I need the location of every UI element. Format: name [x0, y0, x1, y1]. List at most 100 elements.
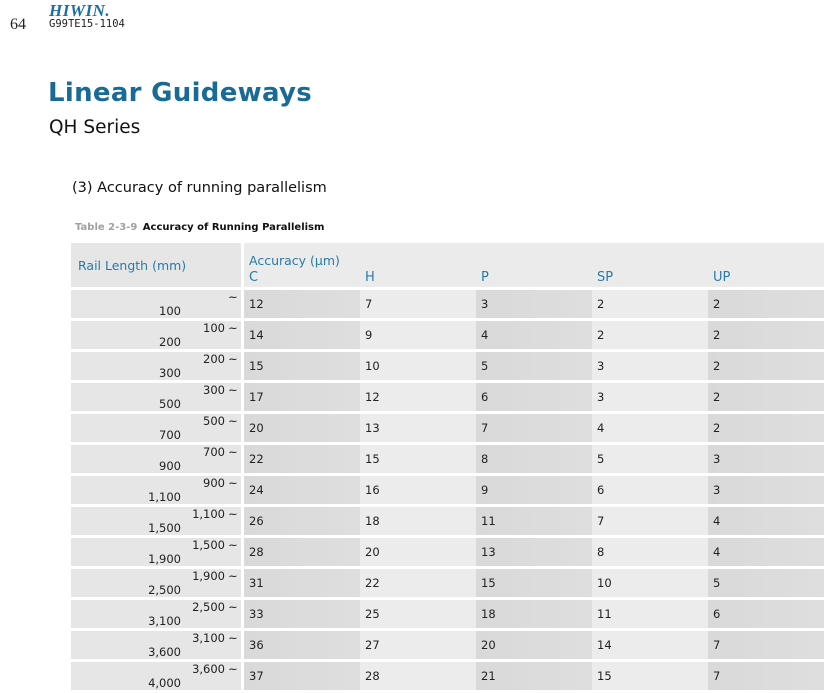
range-to: 1,900	[148, 552, 181, 566]
accuracy-cell-c: 31	[244, 569, 360, 600]
table-row: 1,500 ~1,900 28 20 13 8 4	[71, 538, 824, 569]
rail-length-cell: 900 ~1,100	[71, 476, 244, 507]
accuracy-cell-p: 5	[476, 352, 592, 383]
accuracy-cell-sp: 5	[592, 445, 708, 476]
accuracy-cell-h: 22	[360, 569, 476, 600]
range-from: 1,900	[192, 569, 225, 583]
accuracy-cell-sp: 6	[592, 476, 708, 507]
table-body: ~100 12 7 3 2 2 100 ~200 14 9 4 2 2 200 ~300 15 10 5 3 2 300…	[71, 290, 824, 693]
accuracy-cell-h: 13	[360, 414, 476, 445]
range-from: 2,500	[192, 600, 225, 614]
range-to: 2,500	[148, 583, 181, 597]
accuracy-cell-h: 16	[360, 476, 476, 507]
accuracy-cell-sp: 14	[592, 631, 708, 662]
range-from: 3,600	[192, 662, 225, 676]
accuracy-cell-up: 4	[708, 507, 824, 538]
accuracy-cell-h: 28	[360, 662, 476, 693]
table-row: 200 ~300 15 10 5 3 2	[71, 352, 824, 383]
rail-length-cell: 500 ~700	[71, 414, 244, 445]
accuracy-cell-up: 2	[708, 290, 824, 321]
table-row: 1,900 ~2,500 31 22 15 10 5	[71, 569, 824, 600]
accuracy-cell-h: 10	[360, 352, 476, 383]
accuracy-cell-p: 11	[476, 507, 592, 538]
table-row: 3,100 ~3,600 36 27 20 14 7	[71, 631, 824, 662]
accuracy-cell-sp: 8	[592, 538, 708, 569]
range-separator: ~	[228, 383, 238, 397]
table-row: 900 ~1,100 24 16 9 6 3	[71, 476, 824, 507]
range-separator: ~	[228, 631, 238, 645]
accuracy-cell-h: 15	[360, 445, 476, 476]
accuracy-cell-sp: 2	[592, 290, 708, 321]
rail-length-cell: 1,100 ~1,500	[71, 507, 244, 538]
range-from: 300	[203, 383, 225, 397]
range-separator: ~	[228, 662, 238, 676]
accuracy-cell-p: 4	[476, 321, 592, 352]
rail-length-cell: ~100	[71, 290, 244, 321]
range-separator: ~	[228, 600, 238, 614]
accuracy-cell-sp: 3	[592, 352, 708, 383]
accuracy-cell-c: 24	[244, 476, 360, 507]
accuracy-cell-up: 6	[708, 600, 824, 631]
table-row: 700 ~900 22 15 8 5 3	[71, 445, 824, 476]
accuracy-cell-p: 9	[476, 476, 592, 507]
accuracy-cell-sp: 3	[592, 383, 708, 414]
range-to: 4,000	[148, 676, 181, 690]
accuracy-cell-up: 4	[708, 538, 824, 569]
accuracy-cell-h: 7	[360, 290, 476, 321]
accuracy-cell-h: 25	[360, 600, 476, 631]
rail-length-cell: 3,600 ~4,000	[71, 662, 244, 693]
accuracy-cell-h: 27	[360, 631, 476, 662]
rail-length-cell: 1,500 ~1,900	[71, 538, 244, 569]
accuracy-cell-up: 7	[708, 662, 824, 693]
accuracy-cell-c: 20	[244, 414, 360, 445]
table-row: 300 ~500 17 12 6 3 2	[71, 383, 824, 414]
rail-length-cell: 200 ~300	[71, 352, 244, 383]
range-to: 1,100	[148, 490, 181, 504]
accuracy-cell-p: 20	[476, 631, 592, 662]
rail-length-cell: 300 ~500	[71, 383, 244, 414]
accuracy-cell-h: 9	[360, 321, 476, 352]
range-from: 1,100	[192, 507, 225, 521]
range-from: 1,500	[192, 538, 225, 552]
range-separator: ~	[228, 476, 238, 490]
range-separator: ~	[228, 414, 238, 428]
rail-length-cell: 1,900 ~2,500	[71, 569, 244, 600]
accuracy-cell-c: 37	[244, 662, 360, 693]
document-code: G99TE15-1104	[49, 18, 125, 30]
range-separator: ~	[228, 321, 238, 335]
accuracy-cell-p: 21	[476, 662, 592, 693]
accuracy-cell-up: 2	[708, 352, 824, 383]
range-separator: ~	[228, 507, 238, 521]
grade-header-up: UP	[708, 243, 824, 290]
range-separator: ~	[228, 290, 238, 304]
range-from: 100	[203, 321, 225, 335]
rail-length-cell: 2,500 ~3,100	[71, 600, 244, 631]
rail-length-cell: 700 ~900	[71, 445, 244, 476]
range-to: 100	[159, 304, 181, 318]
accuracy-cell-c: 12	[244, 290, 360, 321]
grade-header-h: H	[360, 243, 476, 290]
accuracy-cell-up: 2	[708, 321, 824, 352]
table-row: 100 ~200 14 9 4 2 2	[71, 321, 824, 352]
accuracy-cell-h: 12	[360, 383, 476, 414]
table-number: Table 2-3-9	[75, 222, 138, 233]
range-to: 1,500	[148, 521, 181, 535]
accuracy-cell-c: 33	[244, 600, 360, 631]
accuracy-cell-h: 20	[360, 538, 476, 569]
range-to: 500	[159, 397, 181, 411]
accuracy-cell-p: 15	[476, 569, 592, 600]
accuracy-cell-p: 18	[476, 600, 592, 631]
range-from: 500	[203, 414, 225, 428]
table-row: ~100 12 7 3 2 2	[71, 290, 824, 321]
accuracy-cell-c: 14	[244, 321, 360, 352]
range-separator: ~	[228, 352, 238, 366]
range-separator: ~	[228, 538, 238, 552]
range-from: 3,100	[192, 631, 225, 645]
accuracy-cell-sp: 7	[592, 507, 708, 538]
rail-length-cell: 100 ~200	[71, 321, 244, 352]
accuracy-cell-c: 26	[244, 507, 360, 538]
table-row: 2,500 ~3,100 33 25 18 11 6	[71, 600, 824, 631]
grade-header-c: Accuracy (μm) C	[244, 243, 360, 290]
table-row: 1,100 ~1,500 26 18 11 7 4	[71, 507, 824, 538]
rail-length-cell: 3,100 ~3,600	[71, 631, 244, 662]
